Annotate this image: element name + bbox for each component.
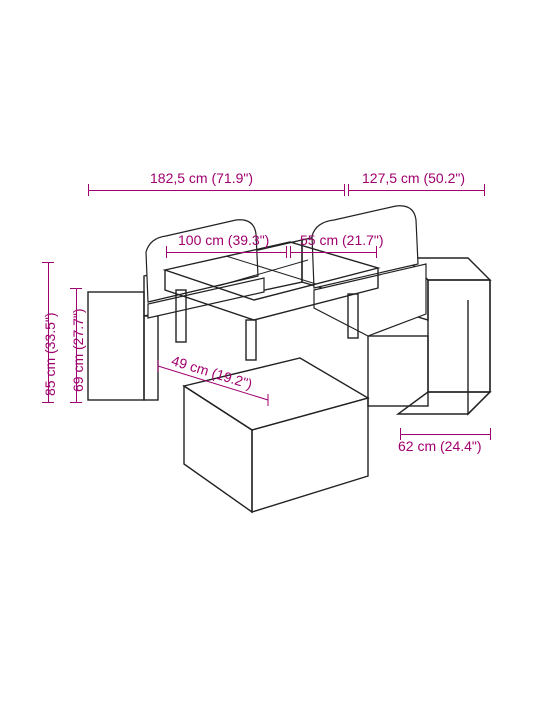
dim-seat-depth: 62 cm (24.4") — [398, 438, 482, 454]
dim-table-width: 100 cm (39.3") — [178, 232, 269, 248]
dim-overall-width: 182,5 cm (71.9") — [150, 170, 253, 186]
dim-table-depth: 55 cm (21.7") — [300, 232, 384, 248]
diagram-canvas: 182,5 cm (71.9") 127,5 cm (50.2") 100 cm… — [0, 0, 540, 720]
dim-depth-top: 127,5 cm (50.2") — [362, 170, 465, 186]
dim-height-seat: 69 cm (27.7") — [70, 308, 86, 392]
dim-height-full: 85 cm (33.5") — [42, 312, 58, 396]
